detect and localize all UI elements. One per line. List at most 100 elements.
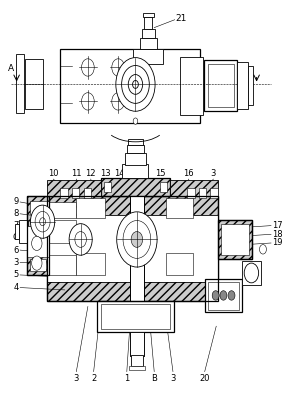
Text: A: A [8, 64, 14, 72]
Text: 18: 18 [273, 230, 283, 239]
Bar [211, 188, 218, 198]
Text: 4: 4 [14, 283, 19, 292]
Text: 1: 1 [124, 374, 129, 382]
Circle shape [112, 59, 124, 76]
Bar [25, 59, 43, 109]
Text: 9: 9 [14, 198, 19, 206]
Bar [49, 220, 76, 243]
Circle shape [81, 59, 94, 76]
Circle shape [131, 232, 143, 247]
Text: 3: 3 [13, 258, 19, 267]
Bar [242, 261, 261, 285]
Bar [218, 220, 252, 259]
Text: 21: 21 [175, 14, 187, 23]
Circle shape [244, 263, 259, 283]
Bar [237, 62, 248, 109]
Bar [107, 178, 164, 196]
Bar [49, 202, 76, 218]
Text: 16: 16 [183, 169, 194, 178]
Circle shape [133, 118, 138, 124]
Circle shape [32, 256, 42, 270]
Circle shape [40, 218, 46, 226]
Text: 3: 3 [74, 374, 79, 382]
Circle shape [260, 244, 266, 254]
Bar [187, 188, 195, 198]
Circle shape [31, 205, 55, 238]
Bar [27, 226, 49, 257]
Circle shape [32, 236, 42, 250]
Bar [131, 356, 143, 366]
Text: 19: 19 [273, 238, 283, 248]
Bar [72, 188, 79, 198]
Bar [101, 304, 170, 329]
Bar [133, 49, 163, 64]
Bar [27, 196, 49, 275]
Bar [48, 180, 101, 196]
Text: B: B [151, 374, 157, 382]
Bar [123, 164, 148, 178]
Text: 20: 20 [199, 374, 210, 382]
Bar [104, 182, 111, 192]
Bar [101, 178, 170, 196]
Bar [76, 253, 105, 275]
Bar [160, 182, 167, 192]
Bar [61, 49, 201, 123]
Bar [49, 255, 76, 275]
Bar [48, 214, 218, 282]
Text: 12: 12 [86, 169, 96, 178]
Bar [166, 198, 193, 218]
Circle shape [228, 291, 235, 300]
Circle shape [123, 220, 151, 258]
Bar [144, 17, 153, 29]
Text: 13: 13 [100, 169, 111, 178]
Circle shape [220, 291, 227, 300]
Bar [208, 282, 239, 310]
Bar [125, 153, 146, 164]
Text: 17: 17 [273, 221, 283, 230]
Bar [15, 224, 19, 240]
Bar [128, 139, 143, 145]
Bar [204, 60, 237, 111]
Bar [76, 198, 105, 218]
Bar [180, 57, 203, 115]
Circle shape [133, 80, 138, 88]
Bar [129, 366, 145, 370]
Bar [199, 188, 206, 198]
Bar [170, 180, 218, 196]
Circle shape [116, 58, 155, 111]
Circle shape [75, 232, 86, 247]
Circle shape [117, 212, 157, 267]
Bar [205, 279, 242, 312]
Bar [48, 196, 218, 300]
Bar [19, 220, 28, 243]
Bar [61, 188, 68, 198]
Text: 8: 8 [13, 209, 19, 218]
Text: 5: 5 [14, 270, 19, 280]
Text: 11: 11 [71, 169, 81, 178]
Text: 3: 3 [211, 169, 216, 178]
Bar [166, 253, 193, 275]
Bar [220, 224, 249, 255]
Text: 6: 6 [13, 246, 19, 254]
Text: 14: 14 [114, 169, 125, 178]
Bar [16, 54, 24, 113]
Bar [30, 240, 46, 249]
Bar [142, 29, 155, 38]
Bar [130, 196, 144, 300]
Circle shape [212, 291, 219, 300]
Circle shape [81, 93, 94, 110]
Text: 10: 10 [48, 169, 59, 178]
Bar [130, 332, 144, 356]
Text: 3: 3 [170, 374, 176, 382]
Bar [127, 145, 144, 153]
Text: C: C [13, 233, 19, 242]
Circle shape [35, 212, 50, 232]
Bar [48, 196, 218, 300]
Bar [30, 201, 49, 214]
Circle shape [69, 224, 92, 255]
Bar [248, 66, 253, 105]
Circle shape [112, 93, 124, 110]
Circle shape [128, 74, 143, 94]
Bar [140, 38, 156, 49]
Bar [30, 259, 46, 271]
